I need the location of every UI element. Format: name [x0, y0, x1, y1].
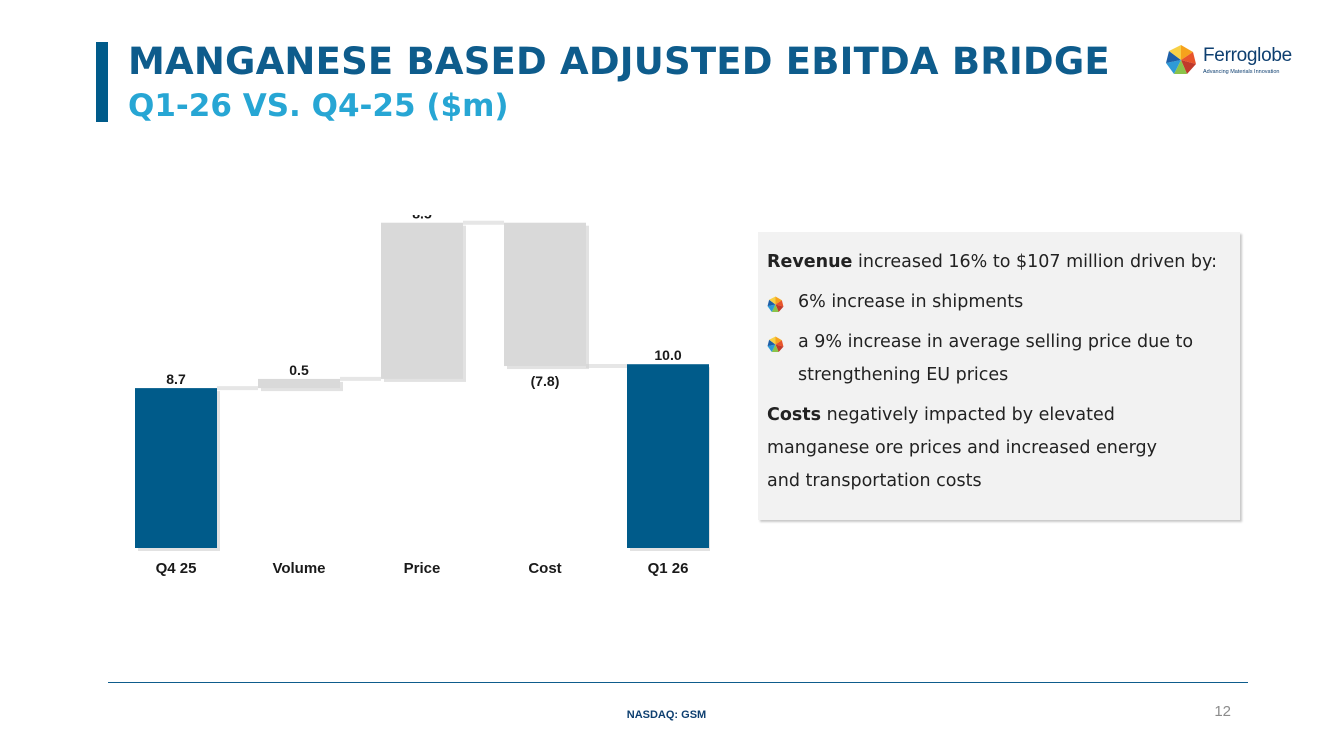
commentary-box: Revenue increased 16% to $107 million dr…	[758, 232, 1240, 520]
ferroglobe-logo-icon	[1166, 45, 1196, 74]
bar-cost	[504, 222, 586, 367]
costs-text-line: and transportation costs	[767, 471, 982, 491]
category-label: Q1 26	[648, 560, 689, 577]
globe-bullet-icon	[767, 336, 784, 352]
bullet-text: strengthening EU prices	[798, 365, 1009, 385]
costs-line: Costs negatively impacted by elevated	[767, 405, 1230, 425]
footer-ticker: NASDAQ: GSM	[626, 709, 707, 721]
logo-wordmark: Ferroglobe	[1203, 45, 1292, 66]
revenue-label: Revenue	[767, 252, 853, 272]
bullet-text: 6% increase in shipments	[798, 292, 1024, 312]
ebitda-bridge-chart: 8.7 Q4 25 0.5 Volume 8.5 Price (7.8) Cost 10.0 Q1…	[135, 215, 710, 577]
bar-price	[381, 222, 463, 379]
category-label: Q4 25	[156, 560, 197, 577]
title-accent-bar	[96, 42, 108, 122]
category-label: Cost	[528, 560, 561, 577]
costs-text: negatively impacted by elevated	[821, 405, 1115, 425]
category-label: Price	[404, 560, 441, 577]
bar-q1-26	[627, 364, 709, 548]
data-label: 8.7	[166, 371, 186, 387]
slide-title: MANGANESE BASED ADJUSTED EBITDA BRIDGE	[128, 40, 1110, 83]
company-logo: Ferroglobe Advancing Materials Innovatio…	[1165, 42, 1305, 78]
costs-label: Costs	[767, 405, 822, 425]
bullet-item: a 9% increase in average selling price d…	[767, 332, 1230, 385]
data-label: 8.5	[412, 215, 432, 222]
data-label: 0.5	[289, 362, 309, 378]
revenue-line: Revenue increased 16% to $107 million dr…	[767, 252, 1230, 272]
costs-text-line: manganese ore prices and increased energ…	[767, 438, 1157, 458]
data-label: 10.0	[654, 347, 681, 363]
revenue-text: increased 16% to $107 million driven by:	[852, 252, 1217, 272]
footer-divider	[108, 682, 1248, 683]
globe-bullet-icon	[767, 296, 784, 312]
data-label: (7.8)	[531, 373, 560, 389]
logo-tagline: Advancing Materials Innovation	[1203, 69, 1280, 75]
bullet-item: 6% increase in shipments	[767, 292, 1230, 312]
page-number: 12	[1214, 703, 1231, 720]
bar-q4-25	[135, 388, 217, 548]
slide-subtitle: Q1-26 VS. Q4-25 ($m)	[128, 88, 509, 124]
bar-volume	[258, 378, 340, 389]
category-label: Volume	[272, 560, 325, 577]
bullet-text: a 9% increase in average selling price d…	[798, 332, 1194, 352]
